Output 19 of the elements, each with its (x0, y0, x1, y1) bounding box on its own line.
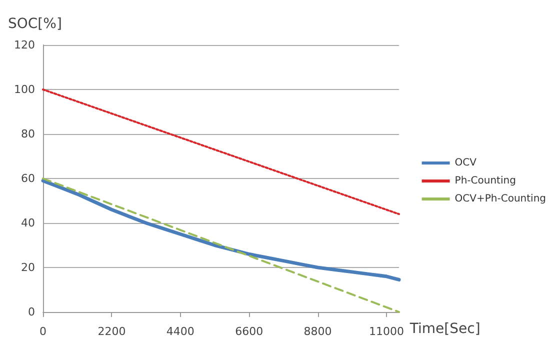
y-tick-label: 80 (21, 128, 35, 140)
y-axis-title: SOC[%] (8, 16, 62, 32)
legend-label: OCV+Ph-Counting (454, 194, 546, 204)
x-tick-label: 11000 (369, 325, 404, 338)
x-tick-label: 0 (40, 325, 46, 338)
y-tick-label: 100 (14, 83, 35, 96)
y-tick-label: 20 (21, 261, 35, 274)
x-tick-label: 6600 (235, 325, 264, 338)
x-tick-label: 4400 (166, 325, 194, 338)
legend-label: OCV (454, 158, 477, 168)
y-tick-label: 40 (21, 216, 35, 230)
x-axis-title: Time[Sec] (408, 321, 480, 337)
legend-label: Ph-Counting (454, 176, 516, 186)
line-series (41, 178, 401, 282)
x-tick-label: 2200 (98, 325, 126, 338)
y-tick-label: 120 (14, 38, 35, 52)
y-tick-label: 60 (21, 172, 35, 185)
y-tick-label: 0 (28, 306, 35, 318)
x-tick-label: 8800 (304, 325, 332, 338)
